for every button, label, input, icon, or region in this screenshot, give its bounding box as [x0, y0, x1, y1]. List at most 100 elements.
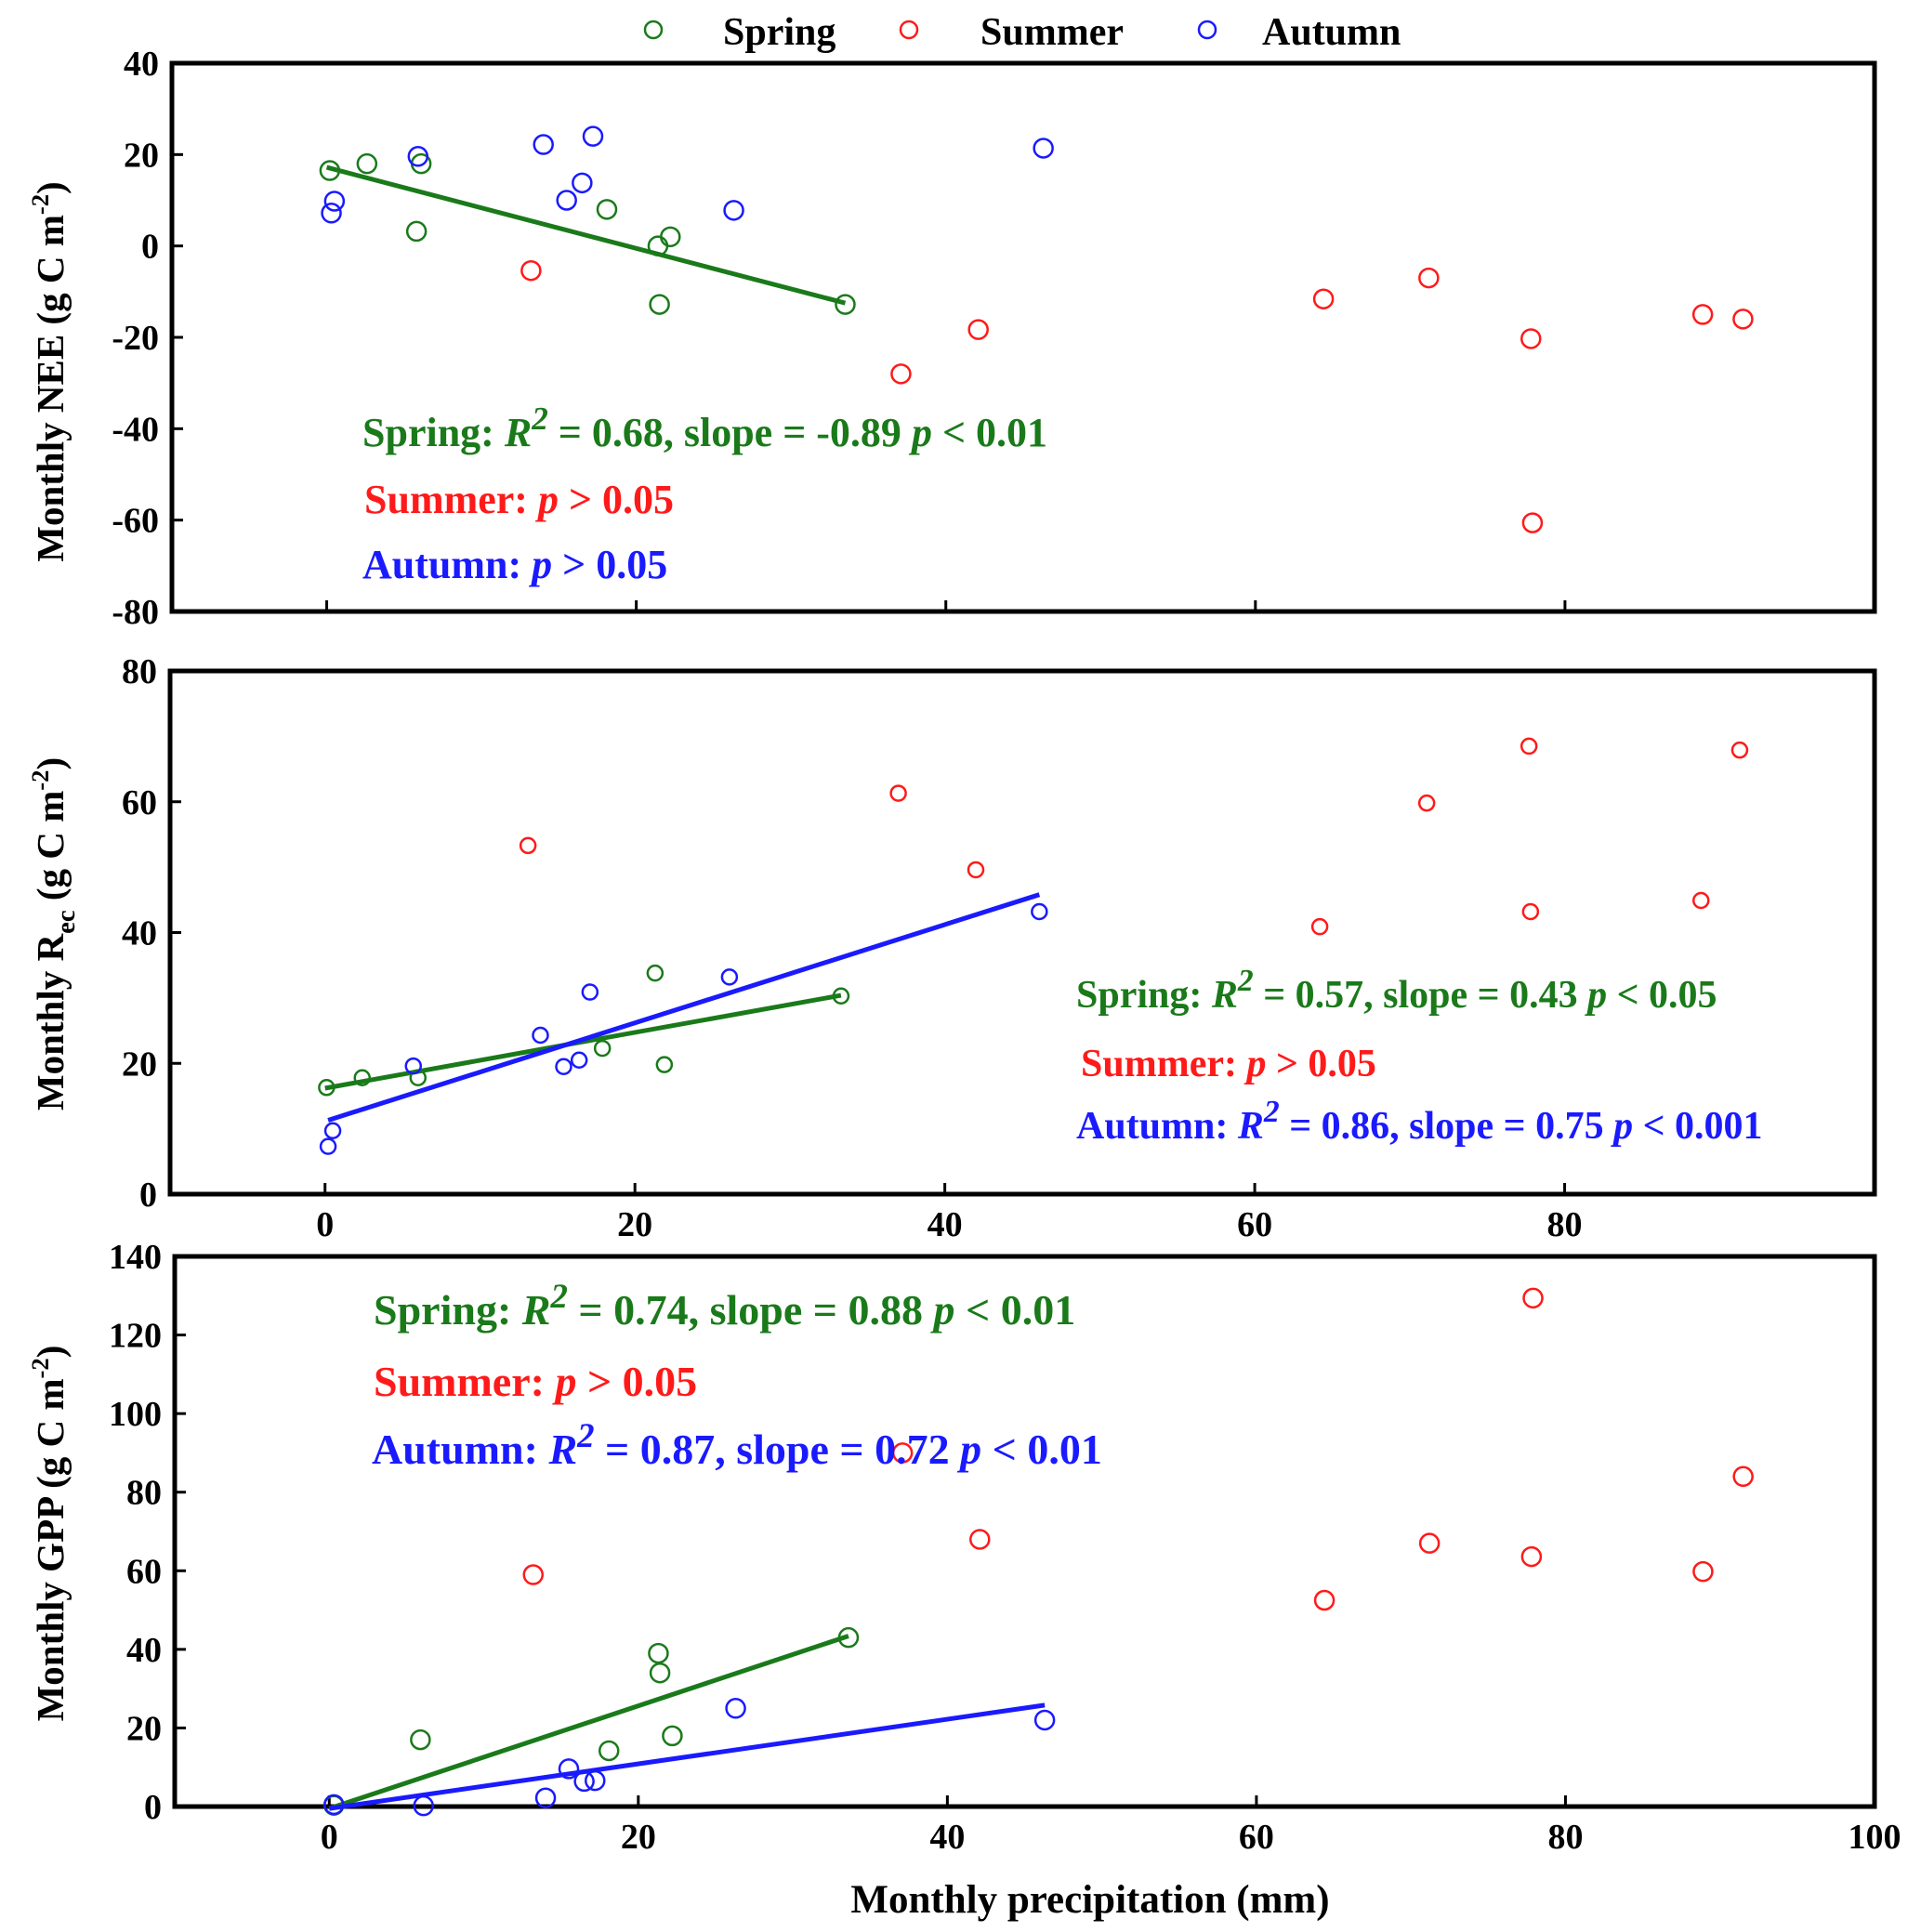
annotation-r2-value: = 0.87	[595, 1426, 716, 1473]
annotation-summer: Summer: p > 0.05	[364, 477, 674, 522]
y-tick-label: 60	[122, 783, 157, 822]
annotation-autumn: Autumn: R2 = 0.86, slope = 0.75 p < 0.00…	[1076, 1095, 1763, 1148]
y-tick-label: 40	[126, 1631, 162, 1670]
legend-label-autumn: Autumn	[1262, 11, 1401, 54]
annotation-r-symbol: R	[1237, 1105, 1264, 1148]
annotation-p-symbol: p	[956, 1426, 981, 1473]
x-tick-label: 0	[316, 1205, 334, 1244]
data-point-spring	[596, 199, 618, 220]
data-point-summer	[967, 861, 985, 879]
y-axis-label-text: Monthly R	[29, 934, 72, 1111]
y-axis-label-subscript: ec	[51, 910, 81, 934]
annotation-p-value: < 0.01	[932, 410, 1047, 455]
y-tick-label: 80	[122, 652, 157, 691]
y-tick-label: 40	[124, 45, 159, 84]
data-point-summer	[1418, 1532, 1441, 1554]
legend-item-summer: Summer	[899, 11, 1124, 54]
data-point-autumn	[1033, 138, 1054, 159]
data-point-autumn	[556, 190, 577, 211]
x-tick-label: 40	[928, 1205, 963, 1244]
data-point-autumn	[720, 968, 739, 986]
annotation-r-symbol: R	[547, 1426, 577, 1473]
data-point-summer	[1732, 1465, 1754, 1488]
data-point-spring	[655, 1056, 674, 1073]
annotation-p-symbol: p	[528, 542, 552, 587]
annotation-spring: Spring: R2 = 0.74, slope = 0.88 p < 0.01	[374, 1277, 1075, 1334]
data-point-spring	[593, 1039, 612, 1058]
annotation-slope: , slope = 0.43	[1363, 974, 1587, 1017]
data-point-summer	[1730, 741, 1749, 759]
y-tick-label: 0	[139, 1176, 157, 1215]
data-point-summer	[891, 1442, 914, 1464]
data-point-autumn	[413, 1794, 434, 1817]
legend-marker-summer	[899, 20, 919, 40]
annotation-r-superscript: 2	[549, 1277, 567, 1315]
data-point-summer	[1520, 1545, 1543, 1568]
data-point-summer	[1521, 512, 1544, 533]
fit-line-autumn	[327, 892, 1041, 1123]
data-point-spring	[832, 987, 850, 1005]
data-point-summer	[1732, 309, 1754, 330]
legend-label-spring: Spring	[723, 11, 836, 54]
y-tick-label: 140	[109, 1238, 162, 1277]
fit-line-autumn	[328, 1702, 1046, 1811]
y-axis-label-superscript: -2	[26, 194, 54, 215]
x-tick-label: 100	[1849, 1818, 1901, 1857]
y-tick-label: 0	[144, 1788, 162, 1827]
y-axis-label-text: )	[29, 1346, 72, 1359]
annotation-autumn: Autumn: p > 0.05	[362, 542, 667, 587]
annotation-r2-value: = 0.68	[548, 410, 664, 455]
annotation-slope: , slope = -0.89	[664, 410, 912, 455]
data-point-autumn	[407, 146, 429, 167]
annotation-p-value: > 0.05	[1266, 1043, 1375, 1085]
annotation-p-value: < 0.01	[981, 1426, 1102, 1473]
annotation-p-value: < 0.05	[1607, 974, 1717, 1017]
annotation-slope: , slope = 0.88	[689, 1286, 934, 1334]
data-point-autumn	[404, 1057, 423, 1075]
annotation-summer: Summer: p > 0.05	[374, 1358, 697, 1405]
x-tick-label: 80	[1547, 1818, 1583, 1857]
data-point-summer	[1520, 737, 1538, 756]
data-point-autumn	[323, 1794, 345, 1816]
annotation-p-value: < 0.01	[954, 1286, 1075, 1334]
annotation-r2-value: = 0.86	[1280, 1105, 1389, 1148]
data-point-autumn	[323, 191, 346, 212]
annotation-p-symbol: p	[929, 1286, 954, 1334]
annotation-r-symbol: R	[1211, 974, 1238, 1017]
data-point-autumn	[319, 1137, 337, 1155]
data-point-autumn	[533, 134, 554, 155]
legend-item-autumn: Autumn	[1197, 11, 1401, 54]
data-point-summer	[520, 259, 542, 282]
data-point-spring	[648, 1642, 669, 1664]
plot-frame	[169, 60, 1877, 614]
annotation-r2-value: = 0.57	[1254, 974, 1363, 1017]
annotation-p-symbol: p	[1585, 974, 1607, 1017]
y-axis-label-superscript: -2	[26, 1358, 54, 1378]
annotation-p-symbol: p	[1243, 1043, 1266, 1085]
annotation-season-label: Spring:	[362, 410, 505, 455]
annotation-summer: Summer: p > 0.05	[1081, 1043, 1376, 1085]
annotation-p-value: > 0.05	[559, 477, 674, 522]
data-point-summer	[889, 784, 907, 802]
y-axis-label: Monthly GPP (g C m-2)	[26, 1346, 72, 1722]
panel-nee: -80 -60 -40 -20 0 20 40 Monthly NEE (g C m-2) Sp…	[26, 45, 1877, 632]
data-point-summer	[522, 1564, 545, 1585]
annotation-r-symbol: R	[504, 410, 532, 455]
y-tick-label: 60	[126, 1552, 162, 1591]
legend-marker-autumn	[1197, 20, 1217, 40]
y-tick-label: 20	[122, 1045, 157, 1084]
data-point-spring	[356, 152, 378, 175]
legend-label-summer: Summer	[980, 11, 1124, 54]
x-axis-label: Monthly precipitation (mm)	[850, 1878, 1329, 1922]
data-point-autumn	[573, 1770, 595, 1793]
annotation-slope: , slope = 0.75	[1389, 1105, 1613, 1148]
data-point-summer	[1692, 891, 1710, 910]
data-point-spring	[319, 160, 341, 181]
annotation-r2-value: = 0.74	[568, 1286, 689, 1334]
data-point-autumn	[323, 1122, 342, 1139]
y-axis-label: Monthly NEE (g C m-2)	[26, 181, 72, 561]
data-point-autumn	[555, 1058, 572, 1076]
panel-gpp: 0 20 40 60 80 100 120 140 0 20 40 60 80 100 Monthly GP…	[26, 1238, 1901, 1857]
y-axis-label-text: Monthly NEE (g C m	[29, 215, 72, 562]
